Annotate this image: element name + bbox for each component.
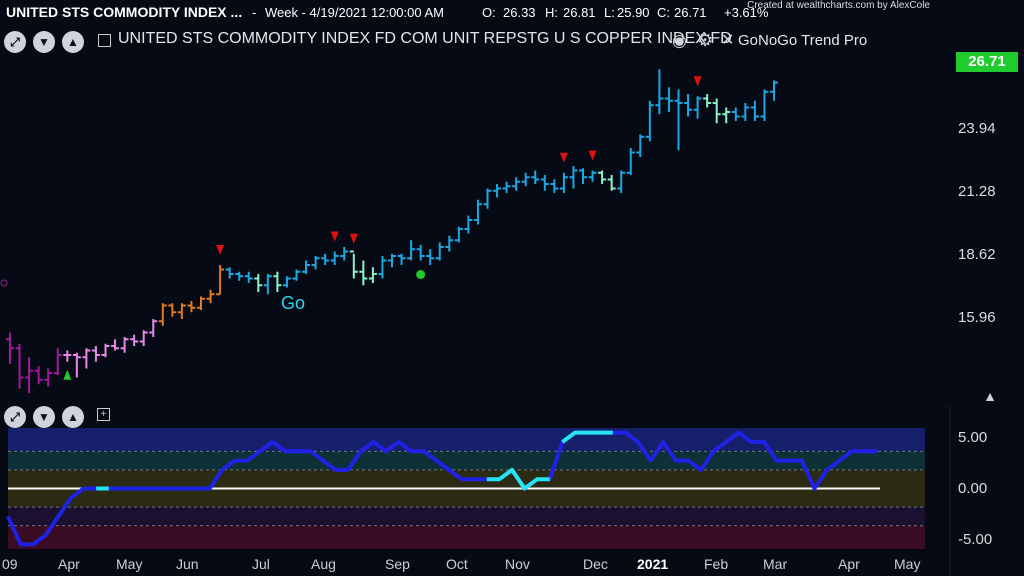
period-label: Week - 4/19/2021 12:00:00 AM <box>265 5 444 20</box>
panel-resize-icon[interactable]: ▲ <box>983 388 997 404</box>
oscillator-band <box>8 428 925 452</box>
expand-icon[interactable]: ⤢ <box>4 406 26 428</box>
price-tick-label: 21.28 <box>958 183 996 200</box>
x-tick-label: Apr <box>838 556 860 572</box>
indicator-full-name: UNITED STS COMMODITY INDEX FD COM UNIT R… <box>118 30 732 47</box>
x-tick-label: May <box>116 556 143 572</box>
trend-indicator-name: GoNoGo Trend Pro <box>738 32 868 49</box>
collapse-box-icon[interactable] <box>98 34 111 47</box>
last-price-tag: 26.71 <box>956 52 1018 72</box>
low-value: 25.90 <box>617 5 650 20</box>
change-value: +3.61% <box>724 5 769 20</box>
eye-icon[interactable]: ◉ <box>672 31 687 50</box>
oscillator-highlight <box>486 467 550 491</box>
chevron-up-icon[interactable]: ▲ <box>62 31 84 53</box>
credit-text: Created at wealthcharts.com by AlexCole <box>747 0 930 11</box>
gear-icon[interactable]: ⚙ <box>697 30 714 50</box>
x-tick-label: Jun <box>176 556 199 572</box>
x-tick-label: Oct <box>446 556 468 572</box>
nogo-down-triangle <box>216 245 225 255</box>
x-tick-label: Apr <box>58 556 80 572</box>
chevron-down-icon[interactable]: ▼ <box>33 31 55 53</box>
nogo-down-triangle <box>559 152 568 163</box>
price-tick-label: 15.96 <box>958 309 996 326</box>
close-value: 26.71 <box>674 5 707 20</box>
open-label: O: <box>482 5 496 20</box>
chevron-down-icon[interactable]: ▼ <box>33 406 55 428</box>
oscillator-band <box>8 525 925 549</box>
add-panel-icon[interactable]: + <box>97 408 110 421</box>
expand-icon[interactable]: ⤢ <box>4 31 26 53</box>
go-label: Go <box>281 293 306 313</box>
price-tick-label: 23.94 <box>958 120 996 137</box>
nogo-down-triangle <box>349 233 358 244</box>
header-separator: - <box>252 5 257 20</box>
high-label: H: <box>545 5 558 20</box>
low-label: L: <box>604 5 615 20</box>
oscillator-band <box>8 507 925 526</box>
x-tick-label: 2021 <box>637 556 669 572</box>
x-tick-label: May <box>894 556 921 572</box>
nogo-down-triangle <box>693 76 702 87</box>
x-tick-label: Jul <box>252 556 270 572</box>
oscillator-tick-label: 5.00 <box>958 429 988 446</box>
close-icon[interactable]: ✕ <box>721 32 735 49</box>
x-tick-label: Sep <box>385 556 410 572</box>
nogo-down-triangle <box>330 231 339 242</box>
close-label: C: <box>657 5 670 20</box>
high-value: 26.81 <box>563 5 596 20</box>
chart-header: UNITED STS COMMODITY INDEX ... - Week - … <box>0 0 1024 26</box>
chevron-up-icon[interactable]: ▲ <box>62 406 84 428</box>
open-value: 26.33 <box>503 5 536 20</box>
x-tick-label: Aug <box>311 556 336 572</box>
x-tick-label: Feb <box>704 556 729 572</box>
x-tick-label: Nov <box>505 556 530 572</box>
go-up-triangle <box>63 369 72 380</box>
x-tick-label: Mar <box>763 556 788 572</box>
price-tick-label: 18.62 <box>958 246 996 263</box>
oscillator-highlight <box>561 430 613 444</box>
x-tick-label: 09 <box>2 556 18 572</box>
oscillator-tick-label: -5.00 <box>958 531 993 548</box>
edge-marker <box>0 279 8 287</box>
x-tick-label: Dec <box>583 556 608 572</box>
symbol-title: UNITED STS COMMODITY INDEX ... <box>6 4 243 20</box>
go-dot <box>416 270 426 279</box>
oscillator-line <box>6 430 878 547</box>
nogo-down-triangle <box>588 150 597 161</box>
oscillator-tick-label: 0.00 <box>958 480 988 497</box>
